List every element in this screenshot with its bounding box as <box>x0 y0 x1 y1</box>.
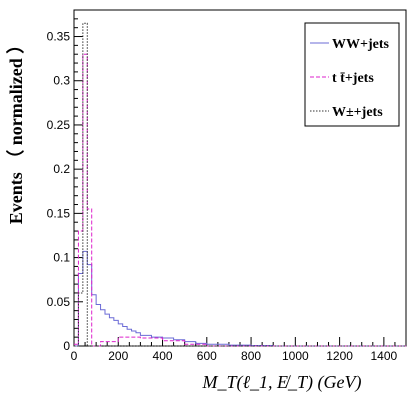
y-tick-label: 0 <box>63 339 70 353</box>
legend-label-wwjets: WW+jets <box>332 37 390 52</box>
y-tick-label: 0.2 <box>53 162 70 176</box>
y-tick-label: 0.05 <box>47 295 71 309</box>
legend-box <box>304 22 400 127</box>
x-axis-title: M_T(ℓ_1, E̸_T) (GeV) <box>202 372 362 393</box>
x-tick-label: 600 <box>197 349 217 363</box>
series-wjets <box>74 22 406 347</box>
axis-ticks: 0 200 400 600 800 1000 1200 1400 0 0.05 0.1 0.15 0.2… <box>47 18 407 363</box>
data-series <box>74 22 406 347</box>
x-tick-label: 400 <box>153 349 173 363</box>
y-tick-label: 0.35 <box>47 30 71 44</box>
x-tick-label: 1200 <box>326 349 353 363</box>
legend-label-ttbarjets: t t̄+jets <box>332 71 374 86</box>
y-tick-label: 0.15 <box>47 206 71 220</box>
series-ttjets <box>74 53 406 347</box>
y-tick-label: 0.1 <box>53 251 70 265</box>
x-tick-label: 1400 <box>371 349 398 363</box>
x-tick-label: 0 <box>71 349 78 363</box>
x-tick-label: 200 <box>108 349 128 363</box>
series-wwjets <box>74 250 406 347</box>
x-tick-label: 800 <box>241 349 261 363</box>
y-axis-title: Events （ normalized ） <box>6 36 26 225</box>
y-tick-label: 0.25 <box>47 118 71 132</box>
legend-label-wjets: W±+jets <box>332 105 383 120</box>
x-tick-label: 1000 <box>282 349 309 363</box>
legend: WW+jets t t̄+jets W±+jets <box>304 22 400 127</box>
y-tick-label: 0.3 <box>53 74 70 88</box>
